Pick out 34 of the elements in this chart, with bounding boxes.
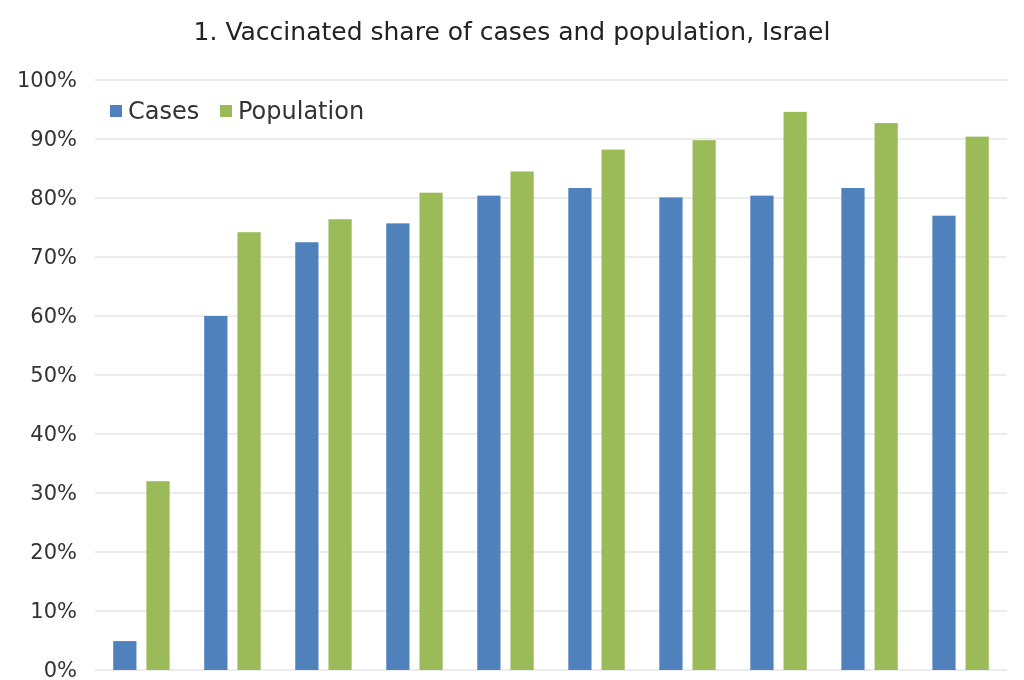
bar <box>750 195 774 670</box>
y-tick-label: 60% <box>30 304 77 329</box>
bar <box>113 641 137 670</box>
bar <box>477 195 501 670</box>
bar <box>783 111 807 670</box>
bar <box>932 215 956 670</box>
bar <box>965 136 989 670</box>
bar <box>874 123 898 670</box>
chart-title: 1. Vaccinated share of cases and population, Israel <box>193 17 831 46</box>
bar <box>386 223 410 670</box>
bar <box>568 187 592 670</box>
y-tick-label: 80% <box>30 186 77 211</box>
y-tick-label: 30% <box>30 481 77 506</box>
bar <box>659 197 683 670</box>
y-tick-label: 0% <box>43 658 77 680</box>
bar <box>419 192 443 670</box>
y-tick-label: 50% <box>30 363 77 388</box>
legend-label: Cases <box>128 97 200 126</box>
y-tick-label: 70% <box>30 245 77 270</box>
y-tick-label: 10% <box>30 599 77 624</box>
y-tick-label: 20% <box>30 540 77 565</box>
bar <box>295 242 319 670</box>
bar <box>146 481 170 670</box>
bar <box>510 171 534 670</box>
y-tick-label: 90% <box>30 127 77 152</box>
bar <box>328 219 352 670</box>
bar <box>692 140 716 670</box>
y-tick-label: 40% <box>30 422 77 447</box>
y-tick-label: 100% <box>16 68 77 93</box>
bar <box>841 187 865 670</box>
bar <box>204 316 228 670</box>
bar <box>601 149 625 670</box>
legend-label: Population <box>238 97 365 126</box>
bar <box>237 232 261 670</box>
